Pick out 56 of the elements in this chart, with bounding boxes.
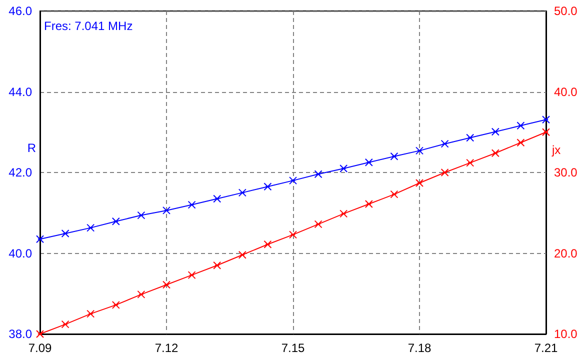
point: [440, 140, 449, 148]
point: [390, 152, 398, 160]
point: [440, 168, 449, 176]
point: [162, 280, 170, 289]
y2-tick-label: 50.0: [554, 4, 578, 18]
point: [466, 134, 474, 142]
point: [264, 182, 272, 191]
y2-tick-label: 10.0: [554, 327, 578, 341]
point: [340, 164, 348, 172]
y-tick-label: 38.0: [8, 327, 32, 341]
point: [61, 320, 70, 328]
point: [416, 146, 424, 155]
point: [364, 200, 373, 208]
point: [112, 300, 120, 309]
x-tick-label: 7.18: [408, 341, 432, 355]
y2-tick-label: 40.0: [554, 84, 578, 99]
point: [162, 206, 170, 214]
x-tick-label: 7.15: [281, 341, 305, 355]
point: [86, 224, 95, 232]
point: [86, 310, 95, 318]
y-tick-label: 42.0: [8, 166, 32, 180]
point: [238, 250, 246, 259]
point: [137, 211, 146, 220]
point: [112, 217, 120, 226]
x-tick-label: 7.09: [28, 341, 52, 355]
point: [264, 240, 272, 248]
point: [416, 178, 424, 187]
x-tick-label: 7.21: [534, 341, 558, 355]
x-tick-label: 7.12: [154, 341, 178, 355]
point: [314, 220, 322, 228]
y2-axis-title: jx: [551, 143, 561, 157]
point: [491, 149, 500, 158]
point: [364, 158, 373, 166]
y-tick-label: 44.0: [8, 84, 32, 99]
point: [340, 210, 348, 218]
point: [289, 176, 297, 185]
y-tick-label: 46.0: [8, 4, 32, 18]
point: [238, 188, 246, 197]
y2-tick-label: 30.0: [554, 166, 578, 180]
annotation: Fres: 7.041 MHz: [44, 19, 133, 33]
point: [390, 190, 398, 198]
point: [314, 170, 322, 178]
point: [213, 261, 222, 270]
y-tick-label: 40.0: [8, 246, 32, 260]
y-axis-title: R: [27, 141, 36, 155]
point: [61, 229, 70, 238]
point: [188, 271, 196, 280]
point: [137, 290, 146, 298]
point: [188, 200, 196, 209]
point: [289, 230, 297, 239]
point: [466, 158, 474, 167]
point: [491, 128, 500, 136]
point: [516, 138, 525, 147]
point: [516, 122, 525, 130]
point: [213, 194, 222, 203]
y2-tick-label: 20.0: [554, 246, 578, 260]
